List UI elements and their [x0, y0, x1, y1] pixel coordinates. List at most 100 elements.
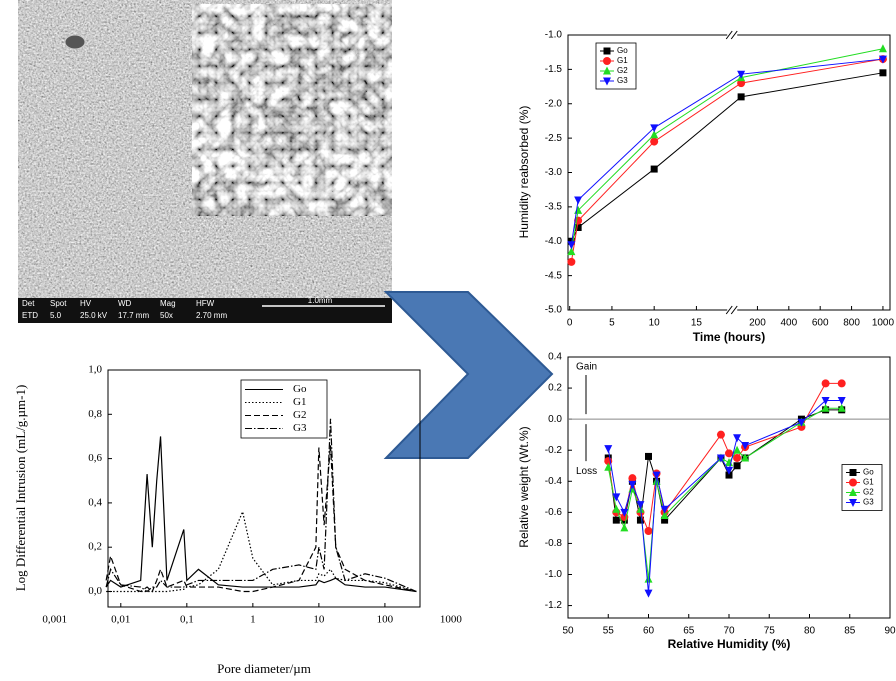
- annotation: Gain: [576, 362, 597, 373]
- marker: [822, 379, 830, 387]
- x-tick-label: 65: [683, 626, 695, 637]
- marker: [734, 462, 741, 469]
- chart: 0510152004006008001000-5.0-4.5-4.0-3.5-3…: [517, 30, 894, 345]
- sem-header: Spot: [50, 299, 67, 308]
- y-tick-label: -0.8: [545, 538, 563, 549]
- x-axis-label: Time (hours): [693, 330, 765, 344]
- x-tick-label: 5: [609, 318, 615, 329]
- x-tick-label: 70: [723, 626, 735, 637]
- legend-label: Go: [863, 468, 874, 477]
- page: 1.0mm DetETDSpot5.0HV25.0 kVWD17.7 mmMag…: [0, 0, 896, 681]
- y-tick-label: -5.0: [545, 305, 563, 316]
- legend-label: Go: [293, 383, 307, 395]
- annotation: Loss: [576, 466, 597, 477]
- legend-label: G2: [863, 488, 874, 497]
- marker: [612, 505, 620, 513]
- series-line: [571, 59, 883, 262]
- x-tick-label: 200: [749, 318, 766, 329]
- legend-label: G3: [293, 422, 307, 434]
- sem-header: Det: [22, 299, 35, 308]
- sem-header: HFW: [196, 299, 215, 308]
- marker: [620, 523, 628, 531]
- marker: [650, 138, 658, 146]
- legend-label: G3: [863, 498, 874, 507]
- chart: 0,0010,010,111010010000,00,20,40,60,81,0…: [13, 364, 462, 676]
- y-tick-label: -0.6: [545, 507, 563, 518]
- marker: [613, 517, 620, 524]
- x-axis-label: Pore diameter/µm: [217, 661, 311, 676]
- legend-label: G2: [617, 66, 628, 75]
- x-tick-label: 1: [250, 614, 256, 626]
- legend-label: G1: [863, 478, 874, 487]
- series-line: [608, 408, 841, 579]
- marker: [604, 445, 612, 453]
- sem-value: 17.7 mm: [118, 311, 149, 320]
- legend-label: G1: [293, 396, 306, 408]
- y-tick-label: 0,4: [88, 496, 102, 508]
- series-line: [106, 419, 416, 592]
- y-tick-label: -1.0: [545, 30, 563, 41]
- marker: [567, 258, 575, 266]
- series-line: [106, 512, 416, 592]
- x-tick-label: 90: [884, 626, 896, 637]
- marker: [850, 469, 857, 476]
- x-tick-label: 85: [844, 626, 856, 637]
- sem-value: 50x: [160, 311, 173, 320]
- marker: [738, 93, 745, 100]
- marker: [645, 527, 653, 535]
- y-tick-label: -4.5: [545, 270, 563, 281]
- y-tick-label: 1,0: [88, 364, 102, 376]
- y-tick-label: 0.0: [548, 414, 562, 425]
- x-tick-label: 80: [804, 626, 816, 637]
- x-tick-label: 55: [603, 626, 615, 637]
- legend-box: [842, 465, 882, 511]
- y-axis-label: Humidity reabsorbed (%): [517, 106, 531, 239]
- sem-image: 1.0mm: [18, 0, 392, 323]
- marker: [645, 575, 653, 583]
- x-tick-label: 0,1: [180, 614, 194, 626]
- x-tick-label: 100: [377, 614, 394, 626]
- y-tick-label: 0.4: [548, 352, 562, 363]
- y-tick-label: 0,0: [88, 585, 102, 597]
- y-tick-label: -1.0: [545, 569, 563, 580]
- marker: [879, 69, 886, 76]
- series-line: [106, 436, 416, 591]
- marker: [717, 431, 725, 439]
- marker: [725, 449, 733, 457]
- y-tick-label: -2.0: [545, 98, 563, 109]
- marker: [603, 57, 611, 65]
- sem-scale-label: 1.0mm: [308, 296, 333, 305]
- x-tick-label: 0,001: [42, 614, 67, 626]
- legend-label: G1: [617, 56, 628, 65]
- y-tick-label: -0.4: [545, 476, 563, 487]
- x-tick-label: 1000: [872, 318, 895, 329]
- legend-label: G2: [293, 409, 306, 421]
- y-tick-label: -0.2: [545, 445, 563, 456]
- y-axis-label: Relative weight (Wt.%): [517, 426, 531, 547]
- legend-box: [596, 43, 636, 89]
- x-tick-label: 1000: [440, 614, 463, 626]
- marker: [628, 481, 636, 489]
- sem-value: ETD: [22, 311, 38, 320]
- series-line: [571, 73, 883, 241]
- figure: 1.0mm DetETDSpot5.0HV25.0 kVWD17.7 mmMag…: [0, 0, 896, 681]
- marker: [879, 44, 887, 52]
- y-tick-label: 0.2: [548, 383, 562, 394]
- marker: [645, 590, 653, 598]
- sem-feature: [65, 35, 85, 49]
- marker: [604, 48, 611, 55]
- sem-inset: [192, 4, 392, 216]
- x-tick-label: 0,01: [111, 614, 130, 626]
- x-tick-label: 15: [691, 318, 703, 329]
- legend-label: Go: [617, 46, 628, 55]
- marker: [849, 479, 857, 487]
- y-tick-label: 0,6: [88, 452, 102, 464]
- legend-label: G3: [617, 76, 628, 85]
- x-tick-label: 0: [567, 318, 573, 329]
- y-tick-label: -1.5: [545, 64, 563, 75]
- sem-header: HV: [80, 299, 92, 308]
- marker: [651, 166, 658, 173]
- y-tick-label: -4.0: [545, 236, 563, 247]
